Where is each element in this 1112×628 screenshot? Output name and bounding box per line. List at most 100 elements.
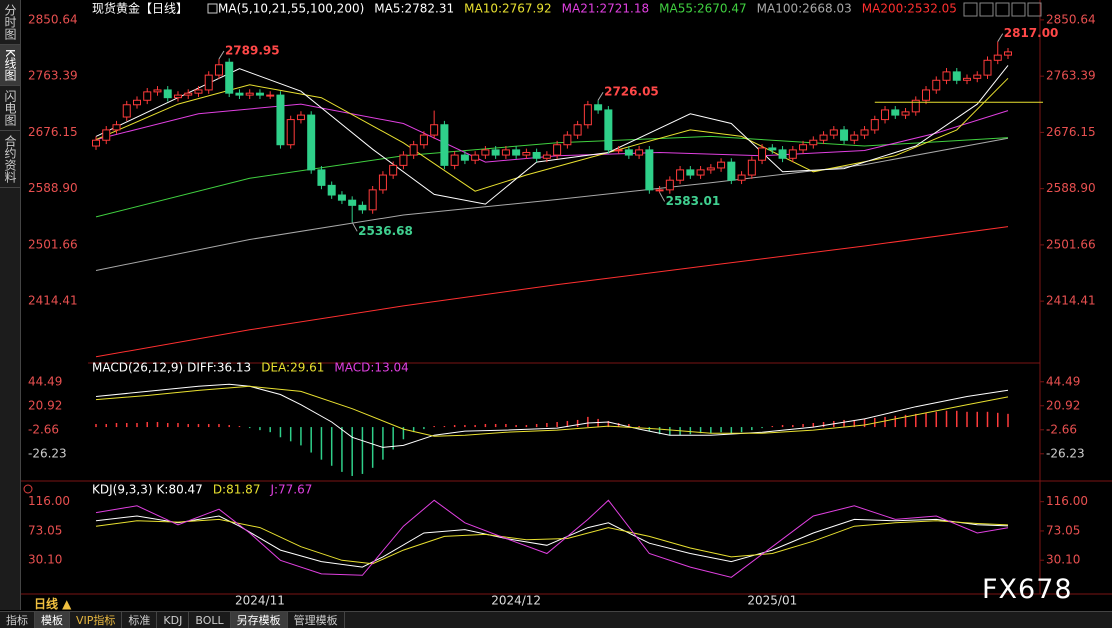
candle-body: [829, 129, 838, 136]
y-tick-label: 44.49: [1046, 374, 1080, 388]
candle-body: [563, 134, 572, 146]
y-tick-label: -26.23: [1046, 446, 1085, 460]
toolbar-button[interactable]: KDJ: [157, 612, 190, 628]
toolbar-button[interactable]: 模板: [35, 612, 70, 628]
indicator-line: [95, 515, 1009, 568]
toolbar-button[interactable]: 指标: [0, 612, 35, 628]
window-button[interactable]: [979, 2, 994, 17]
candle-body: [255, 92, 264, 96]
candle-body: [522, 151, 531, 156]
y-tick-label: 2763.39: [28, 69, 78, 83]
toolbar-button[interactable]: 标准: [122, 612, 158, 628]
indicator-line: [95, 385, 1009, 437]
candle-body: [870, 119, 879, 131]
annotation-pointer: [351, 222, 358, 232]
candle-body: [973, 74, 982, 79]
toolbar-button[interactable]: BOLL: [189, 612, 231, 628]
settings-icon[interactable]: [23, 484, 33, 494]
candle-body: [819, 134, 828, 141]
candle-body: [440, 124, 449, 166]
side-tab[interactable]: 闪电图: [0, 86, 20, 131]
candle-body: [399, 154, 408, 166]
y-tick-label: 73.05: [28, 523, 62, 537]
candle-body: [245, 92, 254, 96]
candle-body: [491, 149, 500, 156]
candle-body: [235, 92, 244, 96]
candle-body: [389, 164, 398, 176]
candle-body: [184, 92, 193, 96]
legend-text: 现货黄金【日线】: [92, 1, 188, 16]
y-tick-label: 44.49: [28, 374, 62, 388]
candle-body: [553, 144, 562, 156]
candle-body: [911, 99, 920, 113]
candle-body: [122, 104, 131, 118]
legend-text: MA55:2670.47: [659, 2, 747, 16]
y-tick-label: 2676.15: [1046, 125, 1096, 139]
candle-body: [676, 169, 685, 181]
candle-body: [737, 174, 746, 181]
x-tick-label: 2024/11: [235, 594, 285, 608]
candle-body: [778, 149, 787, 159]
candle-body: [276, 94, 285, 146]
candle-body: [891, 109, 900, 116]
candle-body: [881, 109, 890, 121]
side-tab[interactable]: K线图: [0, 45, 20, 86]
candle-body: [102, 129, 111, 141]
toolbar-button[interactable]: 管理模板: [288, 612, 345, 628]
y-tick-label: 73.05: [1046, 523, 1080, 537]
y-tick-label: 2501.66: [1046, 237, 1096, 251]
candle-body: [983, 59, 992, 76]
candle-body: [1004, 51, 1012, 56]
legend-icon[interactable]: [207, 3, 218, 14]
annotation: 2789.95: [225, 44, 280, 58]
candle-body: [922, 89, 931, 101]
period-selector[interactable]: 日线 ▲: [34, 597, 72, 611]
y-tick-label: 2588.90: [28, 181, 78, 195]
window-buttons: [963, 2, 1042, 17]
candle-body: [92, 139, 100, 147]
candle-body: [901, 111, 910, 116]
indicator-line: [95, 137, 1009, 271]
side-tab[interactable]: 分时图: [0, 0, 20, 45]
candle-body: [368, 189, 377, 211]
window-button[interactable]: [995, 2, 1010, 17]
candle-body: [747, 159, 756, 176]
indicator-line: [95, 77, 1009, 192]
side-tab[interactable]: 合约资料: [0, 131, 20, 188]
legend-text: J:77.67: [269, 483, 312, 497]
candle-body: [542, 154, 551, 159]
candle-body: [307, 114, 316, 171]
candle-body: [163, 89, 172, 99]
legend-text: DEA:29.61: [261, 361, 324, 375]
candle-body: [655, 189, 664, 192]
annotation: 2726.05: [604, 85, 659, 99]
annotation-pointer: [997, 33, 1004, 42]
annotation: 2583.01: [666, 194, 721, 208]
window-button[interactable]: [1027, 2, 1042, 17]
window-button[interactable]: [963, 2, 978, 17]
candle-body: [348, 199, 357, 206]
y-tick-label: 30.10: [28, 553, 62, 567]
candle-body: [143, 91, 152, 101]
toolbar-button[interactable]: VIP指标: [70, 612, 123, 628]
legend-text: MACD:13.04: [334, 361, 408, 375]
candle-body: [532, 151, 541, 159]
candle-body: [963, 77, 972, 81]
window-button[interactable]: [1011, 2, 1026, 17]
legend-text: MA21:2721.18: [562, 2, 650, 16]
y-tick-label: 116.00: [28, 494, 70, 508]
annotation-pointer: [659, 192, 666, 202]
indicator-line: [95, 226, 1009, 358]
candle-body: [153, 89, 162, 93]
candle-body: [727, 161, 736, 181]
candle-body: [173, 94, 182, 99]
legend-text: MACD(26,12,9): [92, 361, 183, 375]
candle-body: [286, 119, 295, 146]
candle-body: [850, 134, 859, 141]
legend-text: MA100:2668.03: [757, 2, 852, 16]
toolbar-button[interactable]: 另存模板: [230, 612, 288, 628]
candle-body: [512, 149, 521, 156]
candle-body: [337, 194, 346, 201]
y-tick-label: 2763.39: [1046, 69, 1096, 83]
